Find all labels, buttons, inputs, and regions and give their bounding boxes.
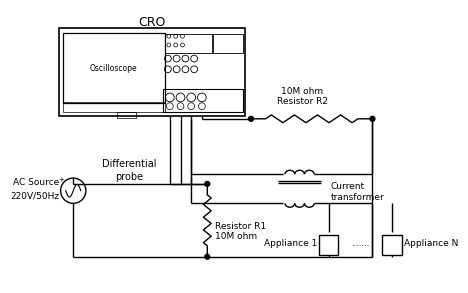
Bar xyxy=(319,235,338,255)
Bar xyxy=(63,33,165,103)
Bar xyxy=(58,28,245,116)
Text: CRO: CRO xyxy=(138,16,166,29)
Text: probe: probe xyxy=(116,172,144,182)
Text: +: + xyxy=(58,177,65,183)
Text: Differential: Differential xyxy=(102,159,157,169)
Circle shape xyxy=(205,181,210,186)
Bar xyxy=(213,34,243,53)
Text: 10M ohm: 10M ohm xyxy=(281,87,323,96)
Text: AC Source: AC Source xyxy=(14,178,59,188)
Text: transformer: transformer xyxy=(331,193,384,202)
Bar xyxy=(163,89,243,112)
Text: Appliance N: Appliance N xyxy=(403,239,458,248)
Text: Appliance 1: Appliance 1 xyxy=(263,239,317,248)
Bar xyxy=(165,34,212,53)
Bar xyxy=(63,102,165,112)
Text: Resistor R2: Resistor R2 xyxy=(277,97,328,106)
Circle shape xyxy=(370,116,375,121)
Text: .......: ....... xyxy=(351,239,369,248)
Circle shape xyxy=(249,116,254,121)
Text: Oscilloscope: Oscilloscope xyxy=(90,64,138,73)
Circle shape xyxy=(205,254,210,259)
Bar xyxy=(382,235,402,255)
Text: Resistor R1: Resistor R1 xyxy=(215,222,266,231)
Text: 10M ohm: 10M ohm xyxy=(215,232,257,241)
Text: Current: Current xyxy=(331,182,365,191)
Text: 220V/50Hz: 220V/50Hz xyxy=(10,191,59,200)
Bar xyxy=(117,112,136,118)
